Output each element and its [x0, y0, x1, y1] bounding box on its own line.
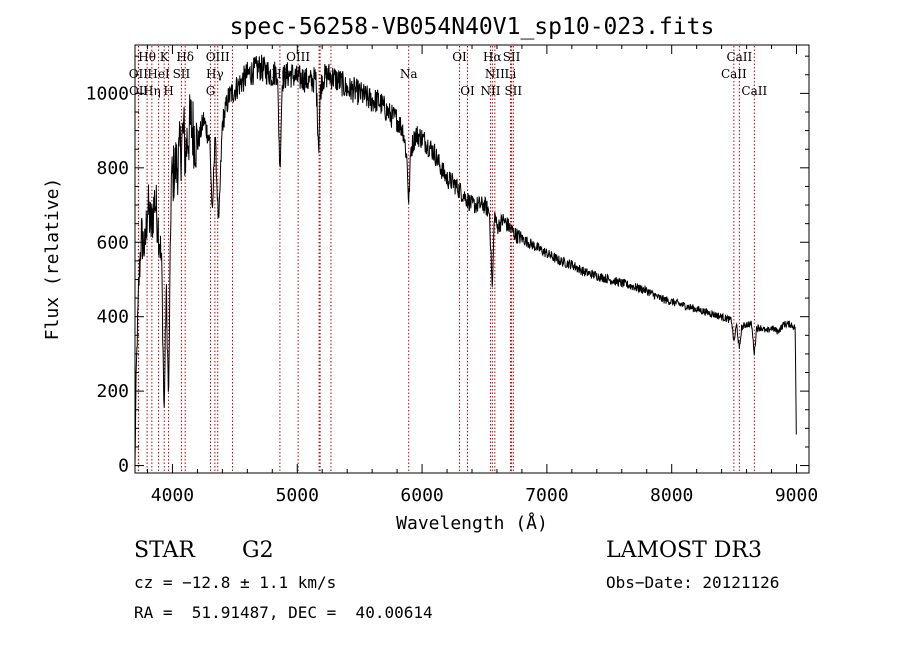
spectral-line-label: Hη [143, 84, 161, 98]
x-tick-label: 4000 [151, 485, 194, 506]
survey-name: LAMOST DR3 [606, 538, 762, 563]
y-tick-label: 200 [96, 381, 129, 402]
spectral-line-label: HeI [147, 67, 170, 81]
y-tick-label: 1000 [86, 83, 129, 104]
y-tick-label: 600 [96, 232, 129, 253]
y-tick-label: 0 [118, 456, 129, 477]
spectral-line-label: SII [503, 50, 521, 64]
spectral-line-label: Hθ [138, 50, 156, 64]
object-class: STAR [134, 538, 195, 563]
chart-title: spec-56258-VB054N40V1_sp10-023.fits [230, 14, 715, 40]
spectral-line-label: OIII [206, 50, 230, 64]
spectral-line-label: Li [505, 67, 517, 81]
y-axis-label: Flux (relative) [42, 178, 63, 341]
x-tick-label: 7000 [525, 485, 568, 506]
line-markers [137, 46, 755, 472]
x-tick-label: 9000 [775, 485, 818, 506]
spectral-line-label: CaII [721, 67, 747, 81]
series-group [134, 54, 797, 465]
x-tick-label: 5000 [276, 485, 319, 506]
spectral-line-label: NII [485, 67, 505, 81]
spectral-line-label: SII [173, 67, 191, 81]
obs-date: Obs−Date: 20121126 [606, 573, 780, 592]
x-tick-label: 8000 [650, 485, 693, 506]
coordinates: RA = 51.91487, DEC = 40.00614 [134, 603, 433, 622]
y-tick-label: 800 [96, 158, 129, 179]
y-axis: 0 200 400 600 800 1000 [86, 55, 809, 477]
spectral-line-label: SII [504, 84, 522, 98]
spectral-line-label: NII [480, 84, 500, 98]
spectrum-line [134, 54, 797, 465]
spectral-line-label: CaII [726, 50, 752, 64]
spectral-line-label: OIII [286, 50, 310, 64]
spectral-line-label: OII [129, 84, 149, 98]
spectral-line-label: CaII [741, 84, 767, 98]
x-axis-label: Wavelength (Å) [396, 512, 548, 534]
spectral-line-label: Hγ [206, 67, 224, 81]
spectral-line-label: OI [452, 50, 467, 64]
spectral-line-label: G [206, 84, 216, 98]
y-tick-label: 400 [96, 307, 129, 328]
spectral-line-label: Hα [483, 50, 502, 64]
object-subclass: G2 [242, 538, 274, 563]
x-tick-label: 6000 [400, 485, 443, 506]
spectral-line-label: K [160, 50, 170, 64]
spectral-line-label: Hδ [176, 50, 194, 64]
plot-frame [134, 44, 810, 474]
redshift-cz: cz = −12.8 ± 1.1 km/s [134, 573, 337, 592]
spectral-line-label: OI [460, 84, 475, 98]
spectral-line-label: OII [129, 67, 149, 81]
spectral-line-label: Na [400, 67, 418, 81]
x-axis: 4000 5000 6000 7000 8000 9000 [146, 45, 818, 506]
spectral-line-label: H [163, 84, 173, 98]
